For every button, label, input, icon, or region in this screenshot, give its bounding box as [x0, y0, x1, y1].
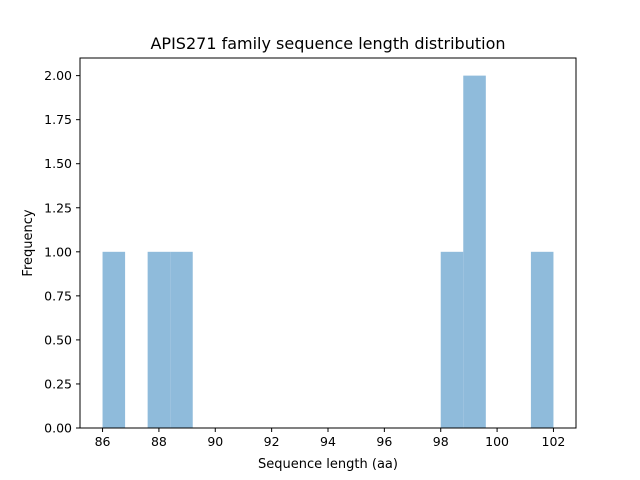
y-tick-label-8: 2.00	[44, 68, 72, 83]
y-axis-ticks: 0.00 0.25 0.50 0.75 1.00 1.25 1.50 1.75 2.00	[44, 68, 80, 436]
histogram-bar-5	[530, 251, 554, 428]
x-tick-label-5: 96	[376, 434, 392, 449]
chart-title: APIS271 family sequence length distribut…	[150, 34, 505, 53]
x-tick-label-0: 86	[95, 434, 111, 449]
x-tick-label-7: 100	[485, 434, 509, 449]
histogram-bar-4	[463, 75, 486, 429]
x-tick-label-8: 102	[542, 434, 566, 449]
y-tick-label-4: 1.00	[44, 244, 72, 259]
y-tick-label-1: 0.25	[44, 376, 72, 391]
y-axis-label: Frequency	[21, 209, 36, 276]
x-tick-label-2: 90	[207, 434, 223, 449]
histogram-bar-2	[170, 251, 193, 428]
histogram-bar-3	[440, 251, 464, 428]
x-tick-label-4: 94	[320, 434, 336, 449]
histogram-bar-0	[102, 251, 126, 428]
x-axis-label: Sequence length (aa)	[258, 457, 398, 472]
y-tick-label-3: 0.75	[44, 288, 72, 303]
x-tick-label-6: 98	[433, 434, 449, 449]
y-tick-label-7: 1.75	[44, 112, 72, 127]
histogram-bar-1	[147, 251, 171, 428]
y-tick-label-5: 1.25	[44, 200, 72, 215]
x-axis-ticks: 86 88 90 92 94 96 98 100 102	[95, 428, 566, 449]
y-tick-label-2: 0.50	[44, 332, 72, 347]
histogram-bars	[102, 75, 554, 429]
y-tick-label-6: 1.50	[44, 156, 72, 171]
x-tick-label-1: 88	[151, 434, 167, 449]
x-tick-label-3: 92	[264, 434, 280, 449]
y-tick-label-0: 0.00	[44, 421, 72, 436]
